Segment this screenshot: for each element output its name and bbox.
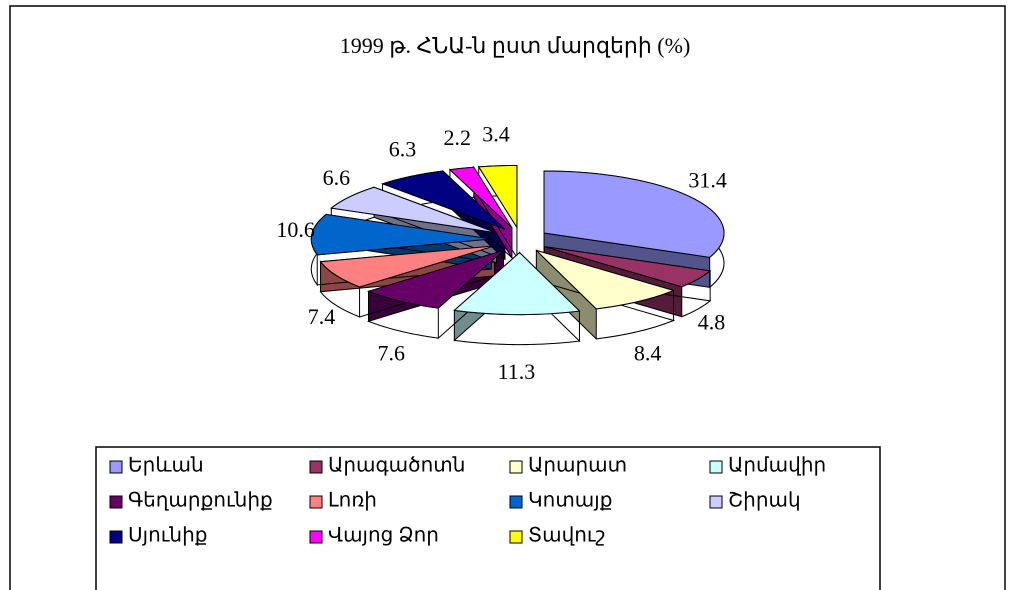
legend-label: Արմավիր (728, 455, 826, 477)
data-label: 6.6 (323, 165, 351, 190)
legend-swatch (109, 460, 123, 474)
data-label: 7.6 (377, 340, 405, 365)
legend-swatch (509, 495, 523, 509)
slice (366, 249, 504, 309)
legend-swatch (109, 530, 123, 544)
slice (319, 245, 495, 288)
legend-label: Տավուշ (528, 525, 606, 547)
legend-box (95, 446, 881, 590)
data-label: 4.8 (698, 310, 726, 335)
chart-title: 1999 թ. ՀՆԱ-ն ըստ մարզերի (%) (340, 33, 691, 58)
legend-swatch (309, 495, 323, 509)
slice (310, 213, 492, 256)
slice (381, 170, 506, 230)
chart-frame (9, 5, 1006, 590)
legend-swatch (309, 530, 323, 544)
slice (535, 249, 676, 310)
legend-swatch (309, 460, 323, 474)
data-label: 11.3 (498, 359, 536, 384)
legend-label: Վայոց Ձոր (328, 525, 439, 547)
slice (543, 170, 725, 258)
legend-label: Սյունիք (128, 525, 208, 547)
data-label: 7.4 (308, 304, 336, 329)
data-label: 3.4 (482, 122, 510, 147)
slice (544, 246, 712, 288)
legend-label: Արագածոտն (328, 455, 465, 477)
legend-swatch (709, 460, 723, 474)
data-label: 2.2 (443, 125, 471, 150)
legend-swatch (709, 495, 723, 509)
data-label: 8.4 (634, 341, 662, 366)
legend-label: Շիրակ (728, 490, 801, 512)
legend-label: Արարատ (528, 455, 627, 477)
legend-swatch (109, 495, 123, 509)
slice (448, 166, 513, 229)
legend-label: Գեղարքունիք (128, 490, 273, 512)
legend-swatch (509, 460, 523, 474)
data-label: 31.4 (688, 168, 727, 193)
legend-swatch (509, 530, 523, 544)
data-label: 10.6 (276, 217, 315, 242)
data-label: 6.3 (389, 136, 417, 161)
slice (330, 186, 497, 234)
slice (477, 164, 518, 230)
legend-label: Երևան (128, 455, 204, 477)
legend-label: Կոտայք (528, 490, 612, 512)
slice (453, 251, 581, 316)
legend-label: Լոռի (328, 490, 377, 512)
